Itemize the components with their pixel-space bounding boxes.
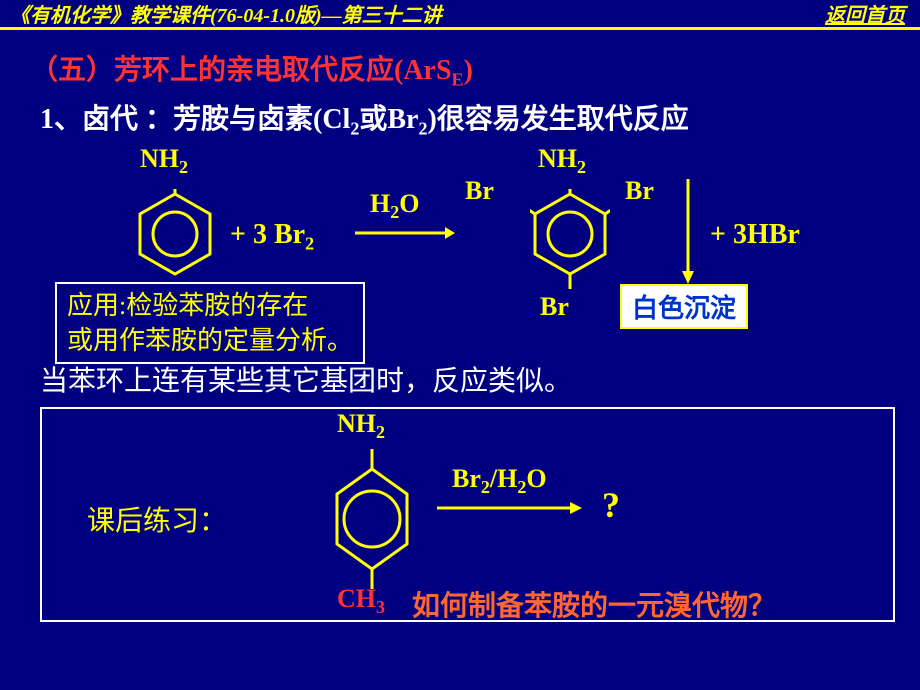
subtitle-2: 或Br [359,104,418,135]
reaction-equation-1: NH2 + 3 Br2 H2O NH2 Br Br Br [0,144,920,354]
reaction-arrow-2 [437,494,582,524]
subtitle-1: 1、卤代 ：芳胺与卤素(Cl [40,104,350,135]
nh2-label-3: NH2 [337,409,385,443]
white-precipitate-label: 白色沉淀 [620,284,748,329]
nh2-2-text: NH [538,144,577,173]
h2o-a: H [370,189,390,218]
reaction-arrow-1 [355,219,455,249]
benzene-ring-2 [530,189,610,299]
br2-b: /H [490,464,517,493]
application-line-1: 应用:检验苯胺的存在 [67,288,353,323]
question-mark: ? [602,484,620,526]
slide-content: （五）芳环上的亲电取代反应(ArSE) 1、卤代 ：芳胺与卤素(Cl2或Br2)… [0,48,920,622]
final-question: 如何制备苯胺的一元溴代物？ [412,584,776,624]
sub2a: 2 [350,118,359,138]
subtitle-3: )很容易发生取代反应 [427,104,688,135]
benzene-ring-3 [332,449,412,589]
plus-3br2: + 3 Br2 [230,219,314,255]
nh2-3-text: NH [337,409,376,438]
section-title-sub: E [452,70,464,90]
br2-c: O [526,464,546,493]
nh2-label-2: NH2 [538,144,586,178]
subtitle: 1、卤代 ：芳胺与卤素(Cl2或Br2)很容易发生取代反应 [40,97,920,140]
back-home-link[interactable]: 返回首页 [825,0,920,28]
br-top-left: Br [465,176,494,206]
nh2-3-sub: 2 [376,422,385,442]
br-top-right: Br [625,176,654,206]
exercise-label: 课后练习： [87,499,227,539]
plus-br2-sub: 2 [305,234,314,254]
section-title-end: ) [464,55,473,86]
header-title: 《有机化学》教学课件(76-04-1.0版)—第三十二讲 [0,0,442,28]
plus-br2-text: + 3 Br [230,219,305,250]
application-line-2: 或用作苯胺的定量分析。 [67,323,353,358]
slide-header: 《有机化学》教学课件(76-04-1.0版)—第三十二讲 返回首页 [0,0,920,30]
note-text: 当苯环上连有某些其它基团时，反应类似。 [40,359,920,399]
nh2-2-sub: 2 [577,157,586,177]
precipitate-arrow [678,179,698,284]
section-title: （五）芳环上的亲电取代反应(ArSE) [30,48,920,91]
nh2-label-1: NH2 [140,144,188,178]
application-box: 应用:检验苯胺的存在 或用作苯胺的定量分析。 [55,282,365,364]
plus-3hbr: + 3HBr [710,219,800,251]
nh2-sub: 2 [179,157,188,177]
exercise-box: 课后练习： NH2 CH3 Br2/H2O ? 如何制备苯胺的一元溴代物？ [40,407,895,622]
br2-a: Br [452,464,481,493]
ch3-sub: 3 [376,597,385,617]
benzene-ring-1 [135,189,215,284]
ch3-label: CH3 [337,584,385,618]
section-title-text: （五）芳环上的亲电取代反应(ArS [30,55,452,86]
nh2-text: NH [140,144,179,173]
h2o-b: O [399,189,419,218]
